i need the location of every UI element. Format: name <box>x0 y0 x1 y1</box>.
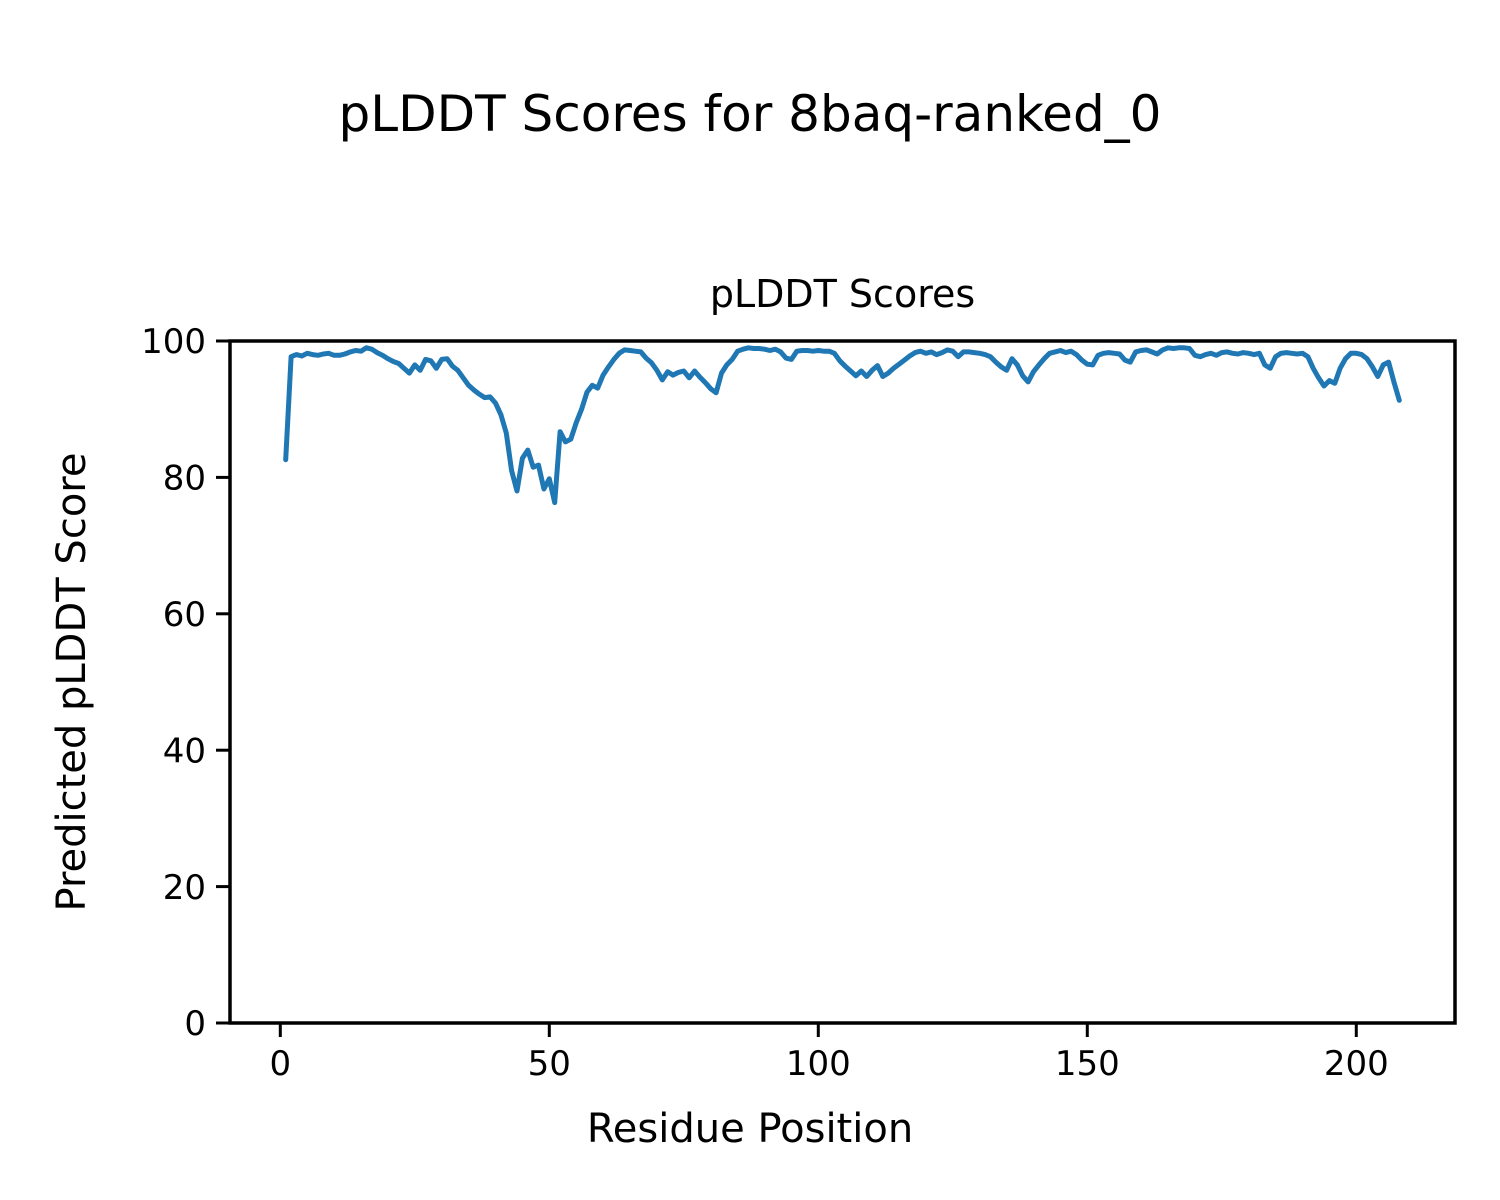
y-tick-label: 40 <box>163 731 206 771</box>
x-tick-label: 50 <box>528 1044 571 1084</box>
x-tick-label: 0 <box>269 1044 291 1084</box>
y-tick-label: 20 <box>163 868 206 908</box>
y-tick-label: 80 <box>163 459 206 499</box>
x-tick-label: 150 <box>1055 1044 1120 1084</box>
x-tick-label: 100 <box>786 1044 851 1084</box>
tick-labels: 0 50 100 150 200 0 20 40 60 80 100 <box>141 322 1389 1084</box>
y-tick-label: 0 <box>184 1004 206 1044</box>
figure-title: pLDDT Scores for 8baq-ranked_0 <box>338 85 1162 143</box>
plddt-line <box>283 345 1402 506</box>
plddt-series-line <box>283 345 1402 506</box>
x-axis-label: Residue Position <box>586 1106 914 1152</box>
axis-ticks <box>216 339 1358 1037</box>
y-tick-label: 60 <box>163 595 206 635</box>
axes-title: pLDDT Scores <box>709 272 976 316</box>
y-tick-label: 100 <box>141 322 206 362</box>
axes-spines <box>228 339 1457 1025</box>
x-tick-label: 200 <box>1324 1044 1389 1084</box>
